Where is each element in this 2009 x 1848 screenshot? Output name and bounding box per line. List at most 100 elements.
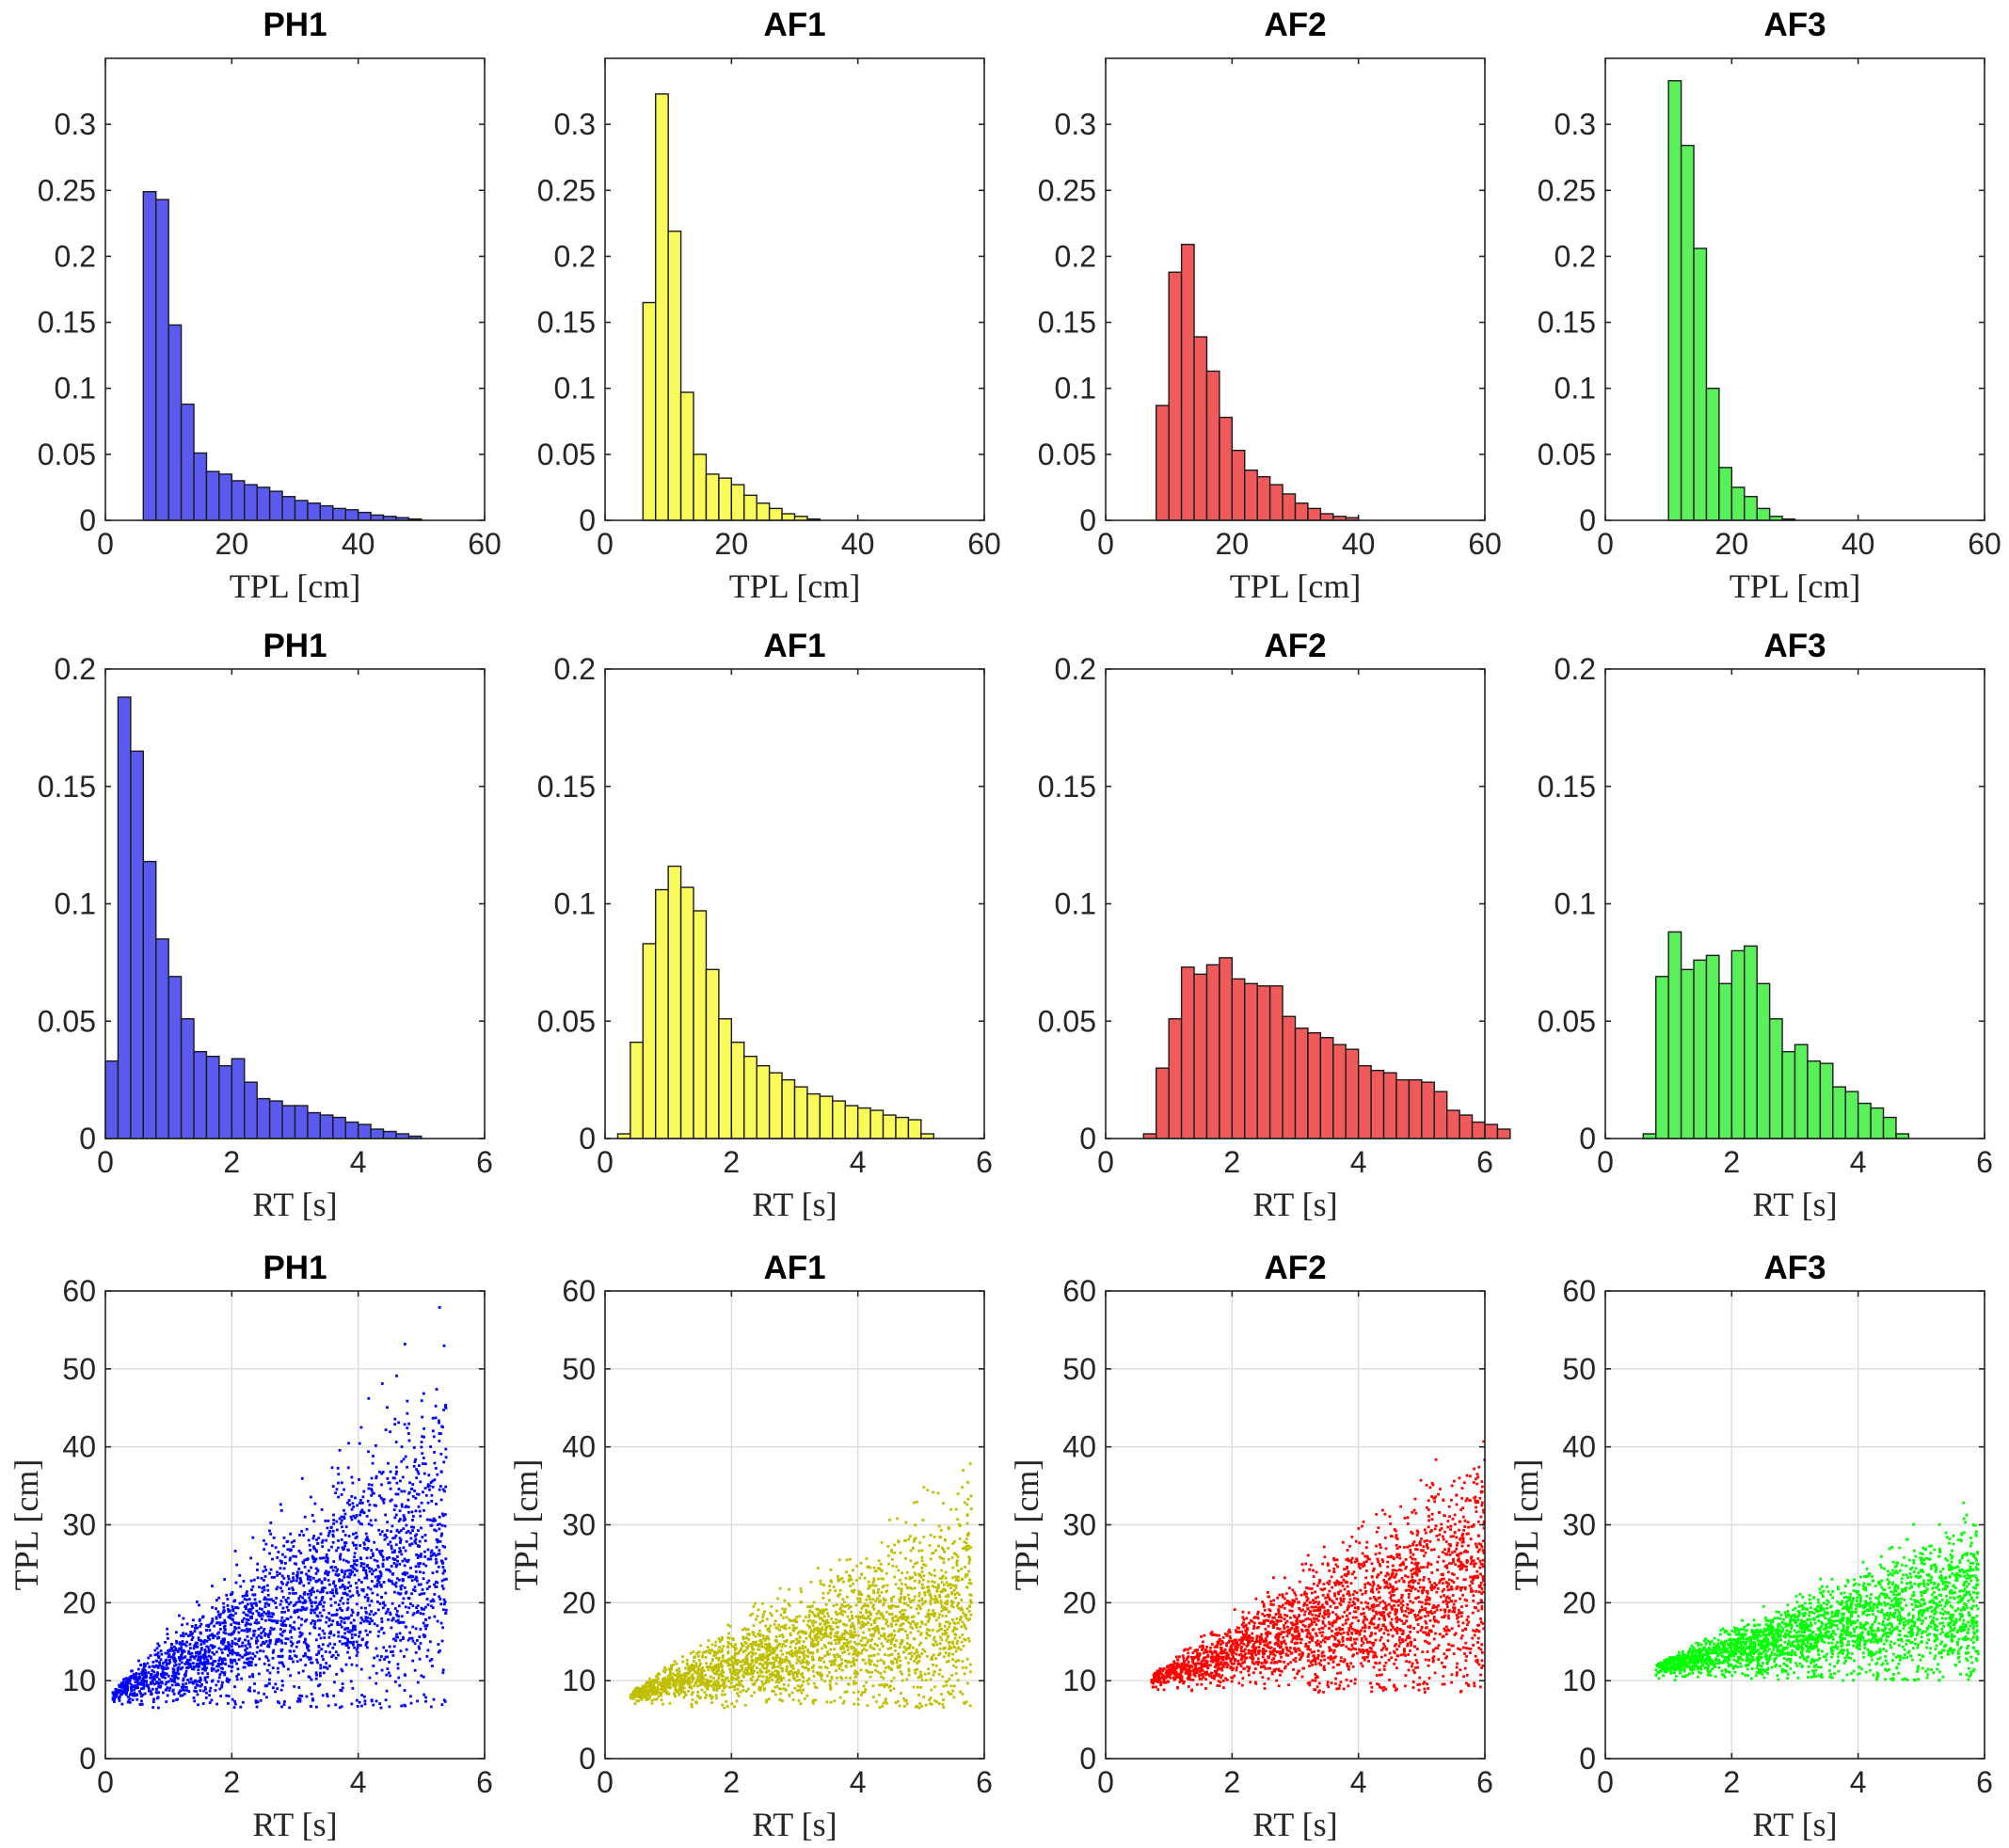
scatter-point (832, 1604, 836, 1607)
scatter-point (392, 1645, 396, 1649)
scatter-point (289, 1640, 293, 1644)
scatter-point (396, 1663, 400, 1666)
scatter-point (828, 1682, 832, 1686)
scatter-point (231, 1649, 233, 1653)
scatter-point (767, 1697, 771, 1701)
scatter-point (257, 1613, 261, 1617)
scatter-point (290, 1635, 294, 1639)
scatter-point (375, 1474, 378, 1478)
scatter-point (407, 1505, 410, 1509)
scatter-point (758, 1639, 762, 1643)
scatter-point (690, 1693, 694, 1697)
scatter-point (789, 1664, 792, 1667)
scatter-point (412, 1588, 415, 1592)
scatter-point (323, 1601, 327, 1604)
scatter-point (684, 1666, 687, 1670)
y-tick-label: 0 (1079, 1122, 1096, 1155)
scatter-point (850, 1589, 853, 1593)
scatter-point (368, 1567, 371, 1569)
scatter-point (362, 1490, 366, 1493)
histogram-bar (768, 507, 783, 521)
scatter-point (820, 1617, 823, 1620)
scatter-point (924, 1703, 928, 1707)
scatter-point (259, 1649, 263, 1652)
scatter-point (242, 1611, 246, 1615)
scatter-point (880, 1642, 884, 1646)
scatter-point (215, 1636, 219, 1640)
scatter-point (717, 1673, 721, 1677)
x-tick-label: 60 (1968, 527, 2001, 561)
scatter-point (359, 1513, 362, 1517)
scatter-point (257, 1691, 261, 1695)
scatter-point (268, 1615, 272, 1618)
scatter-point (221, 1658, 225, 1661)
scatter-point (352, 1567, 355, 1569)
scatter-point (139, 1664, 143, 1667)
scatter-point (167, 1662, 170, 1665)
scatter-point (789, 1672, 792, 1676)
scatter-point (666, 1683, 670, 1687)
scatter-point (174, 1671, 178, 1675)
scatter-point (295, 1601, 298, 1604)
scatter-point (184, 1685, 188, 1689)
x-tick-label: 40 (841, 527, 875, 561)
scatter-point (799, 1587, 803, 1590)
scatter-point (313, 1502, 317, 1505)
scatter-point (216, 1621, 219, 1624)
histogram-bar (1193, 973, 1208, 1139)
scatter-point (432, 1435, 436, 1439)
scatter-point (829, 1633, 832, 1636)
scatter-point (246, 1661, 249, 1665)
scatter-point (791, 1671, 795, 1675)
scatter-point (429, 1705, 433, 1709)
scatter-point (402, 1527, 406, 1531)
y-tick-label: 0.05 (1538, 1004, 1596, 1038)
scatter-point (276, 1556, 279, 1559)
scatter-point (201, 1702, 205, 1705)
histogram-bar (1459, 1114, 1474, 1139)
scatter-point (928, 1617, 932, 1620)
scatter-point (337, 1634, 341, 1638)
scatter-point (765, 1698, 769, 1702)
scatter-point (245, 1627, 248, 1631)
y-tick-label: 0 (79, 1122, 96, 1155)
scatter-point (355, 1582, 358, 1585)
scatter-point (430, 1549, 434, 1553)
scatter-point (954, 1507, 958, 1511)
scatter-point (269, 1532, 273, 1536)
histogram-bar (718, 1018, 733, 1139)
scatter-point (261, 1642, 264, 1645)
scatter-point (966, 1636, 970, 1640)
scatter-point (281, 1606, 285, 1610)
scatter-point (278, 1572, 281, 1575)
y-tick-label: 0.25 (537, 173, 596, 207)
scatter-point (943, 1584, 946, 1586)
scatter-point (904, 1577, 908, 1580)
scatter-point (365, 1576, 369, 1580)
scatter-point (155, 1647, 159, 1650)
scatter-point (835, 1669, 837, 1672)
scatter-point (398, 1550, 401, 1553)
scatter-point (945, 1615, 948, 1617)
scatter-point (891, 1616, 895, 1619)
scatter-point (782, 1676, 786, 1680)
scatter-point (125, 1691, 129, 1695)
scatter-point (939, 1528, 943, 1532)
scatter-point (883, 1599, 885, 1601)
scatter-point (922, 1536, 926, 1538)
scatter-point (220, 1670, 224, 1674)
scatter-point (411, 1519, 414, 1521)
scatter-point (824, 1634, 828, 1638)
histogram-bar (1180, 244, 1195, 521)
scatter-point (944, 1538, 948, 1542)
scatter-point (964, 1638, 967, 1642)
y-tick-label: 0.1 (1055, 887, 1096, 921)
scatter-point (393, 1536, 397, 1539)
scatter-point (222, 1631, 226, 1634)
scatter-point (398, 1632, 402, 1635)
scatter-point (391, 1524, 394, 1528)
scatter-point (413, 1578, 417, 1581)
scatter-point (199, 1632, 202, 1635)
scatter-point (722, 1674, 725, 1678)
